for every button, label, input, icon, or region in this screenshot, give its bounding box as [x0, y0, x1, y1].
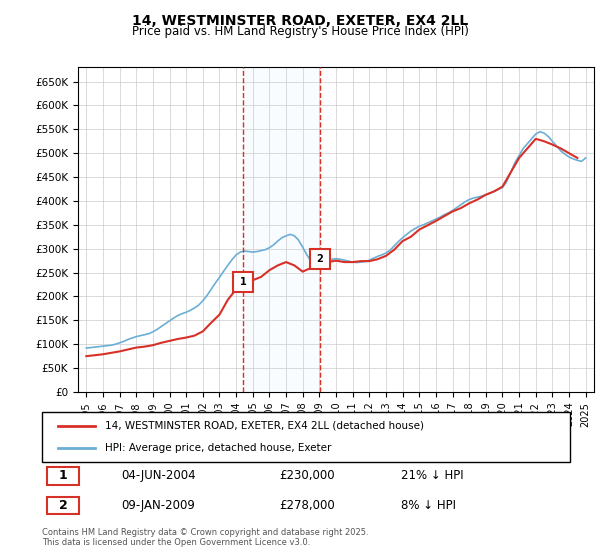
FancyBboxPatch shape: [47, 467, 79, 485]
Text: 21% ↓ HPI: 21% ↓ HPI: [401, 469, 464, 483]
Text: 2: 2: [316, 254, 323, 264]
Text: 14, WESTMINSTER ROAD, EXETER, EX4 2LL (detached house): 14, WESTMINSTER ROAD, EXETER, EX4 2LL (d…: [106, 421, 424, 431]
Text: 04-JUN-2004: 04-JUN-2004: [121, 469, 196, 483]
FancyBboxPatch shape: [47, 497, 79, 514]
Text: 1: 1: [59, 469, 67, 483]
Text: 14, WESTMINSTER ROAD, EXETER, EX4 2LL: 14, WESTMINSTER ROAD, EXETER, EX4 2LL: [132, 14, 468, 28]
Bar: [243, 67, 320, 392]
Text: £230,000: £230,000: [280, 469, 335, 483]
Text: Contains HM Land Registry data © Crown copyright and database right 2025.
This d: Contains HM Land Registry data © Crown c…: [42, 528, 368, 547]
Text: Price paid vs. HM Land Registry's House Price Index (HPI): Price paid vs. HM Land Registry's House …: [131, 25, 469, 38]
Text: 09-JAN-2009: 09-JAN-2009: [121, 499, 195, 512]
Text: 2: 2: [59, 499, 67, 512]
Text: 8% ↓ HPI: 8% ↓ HPI: [401, 499, 456, 512]
FancyBboxPatch shape: [42, 412, 570, 462]
Text: 1: 1: [240, 277, 247, 287]
Text: HPI: Average price, detached house, Exeter: HPI: Average price, detached house, Exet…: [106, 443, 332, 453]
Text: £278,000: £278,000: [280, 499, 335, 512]
